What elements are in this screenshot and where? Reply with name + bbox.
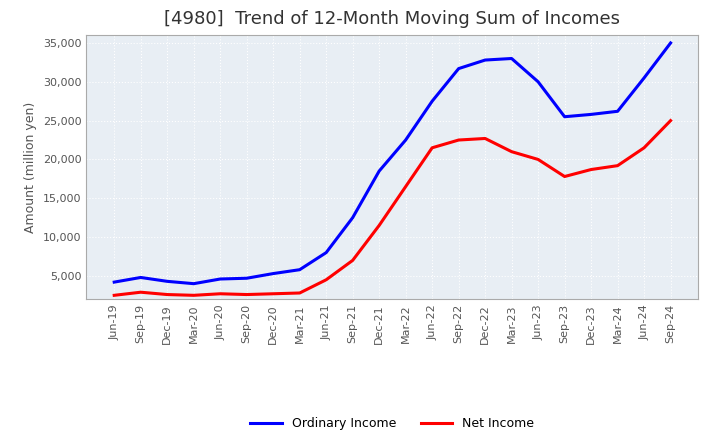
Ordinary Income	[136, 275, 145, 280]
Ordinary Income	[375, 169, 384, 174]
Net Income	[189, 293, 198, 298]
Net Income	[163, 292, 171, 297]
Net Income	[375, 223, 384, 228]
Ordinary Income	[454, 66, 463, 71]
Net Income	[560, 174, 569, 179]
Net Income	[428, 145, 436, 150]
Net Income	[110, 293, 119, 298]
Net Income	[136, 290, 145, 295]
Net Income	[295, 290, 304, 296]
Line: Net Income: Net Income	[114, 121, 670, 295]
Line: Ordinary Income: Ordinary Income	[114, 43, 670, 284]
Ordinary Income	[269, 271, 277, 276]
Ordinary Income	[666, 40, 675, 46]
Ordinary Income	[243, 275, 251, 281]
Ordinary Income	[216, 276, 225, 282]
Net Income	[322, 277, 330, 282]
Ordinary Income	[110, 279, 119, 285]
Ordinary Income	[613, 109, 622, 114]
Net Income	[587, 167, 595, 172]
Net Income	[481, 136, 490, 141]
Ordinary Income	[401, 137, 410, 143]
Ordinary Income	[640, 75, 649, 81]
Ordinary Income	[322, 250, 330, 255]
Ordinary Income	[481, 57, 490, 62]
Net Income	[454, 137, 463, 143]
Net Income	[243, 292, 251, 297]
Net Income	[613, 163, 622, 168]
Ordinary Income	[348, 215, 357, 220]
Net Income	[508, 149, 516, 154]
Legend: Ordinary Income, Net Income: Ordinary Income, Net Income	[251, 417, 534, 430]
Ordinary Income	[508, 56, 516, 61]
Net Income	[348, 258, 357, 263]
Net Income	[269, 291, 277, 297]
Net Income	[534, 157, 542, 162]
Y-axis label: Amount (million yen): Amount (million yen)	[24, 102, 37, 233]
Net Income	[666, 118, 675, 123]
Title: [4980]  Trend of 12-Month Moving Sum of Incomes: [4980] Trend of 12-Month Moving Sum of I…	[164, 10, 621, 28]
Ordinary Income	[560, 114, 569, 119]
Ordinary Income	[163, 279, 171, 284]
Ordinary Income	[534, 79, 542, 84]
Ordinary Income	[295, 267, 304, 272]
Ordinary Income	[587, 112, 595, 117]
Net Income	[640, 145, 649, 150]
Net Income	[401, 184, 410, 189]
Net Income	[216, 291, 225, 297]
Ordinary Income	[428, 99, 436, 104]
Ordinary Income	[189, 281, 198, 286]
